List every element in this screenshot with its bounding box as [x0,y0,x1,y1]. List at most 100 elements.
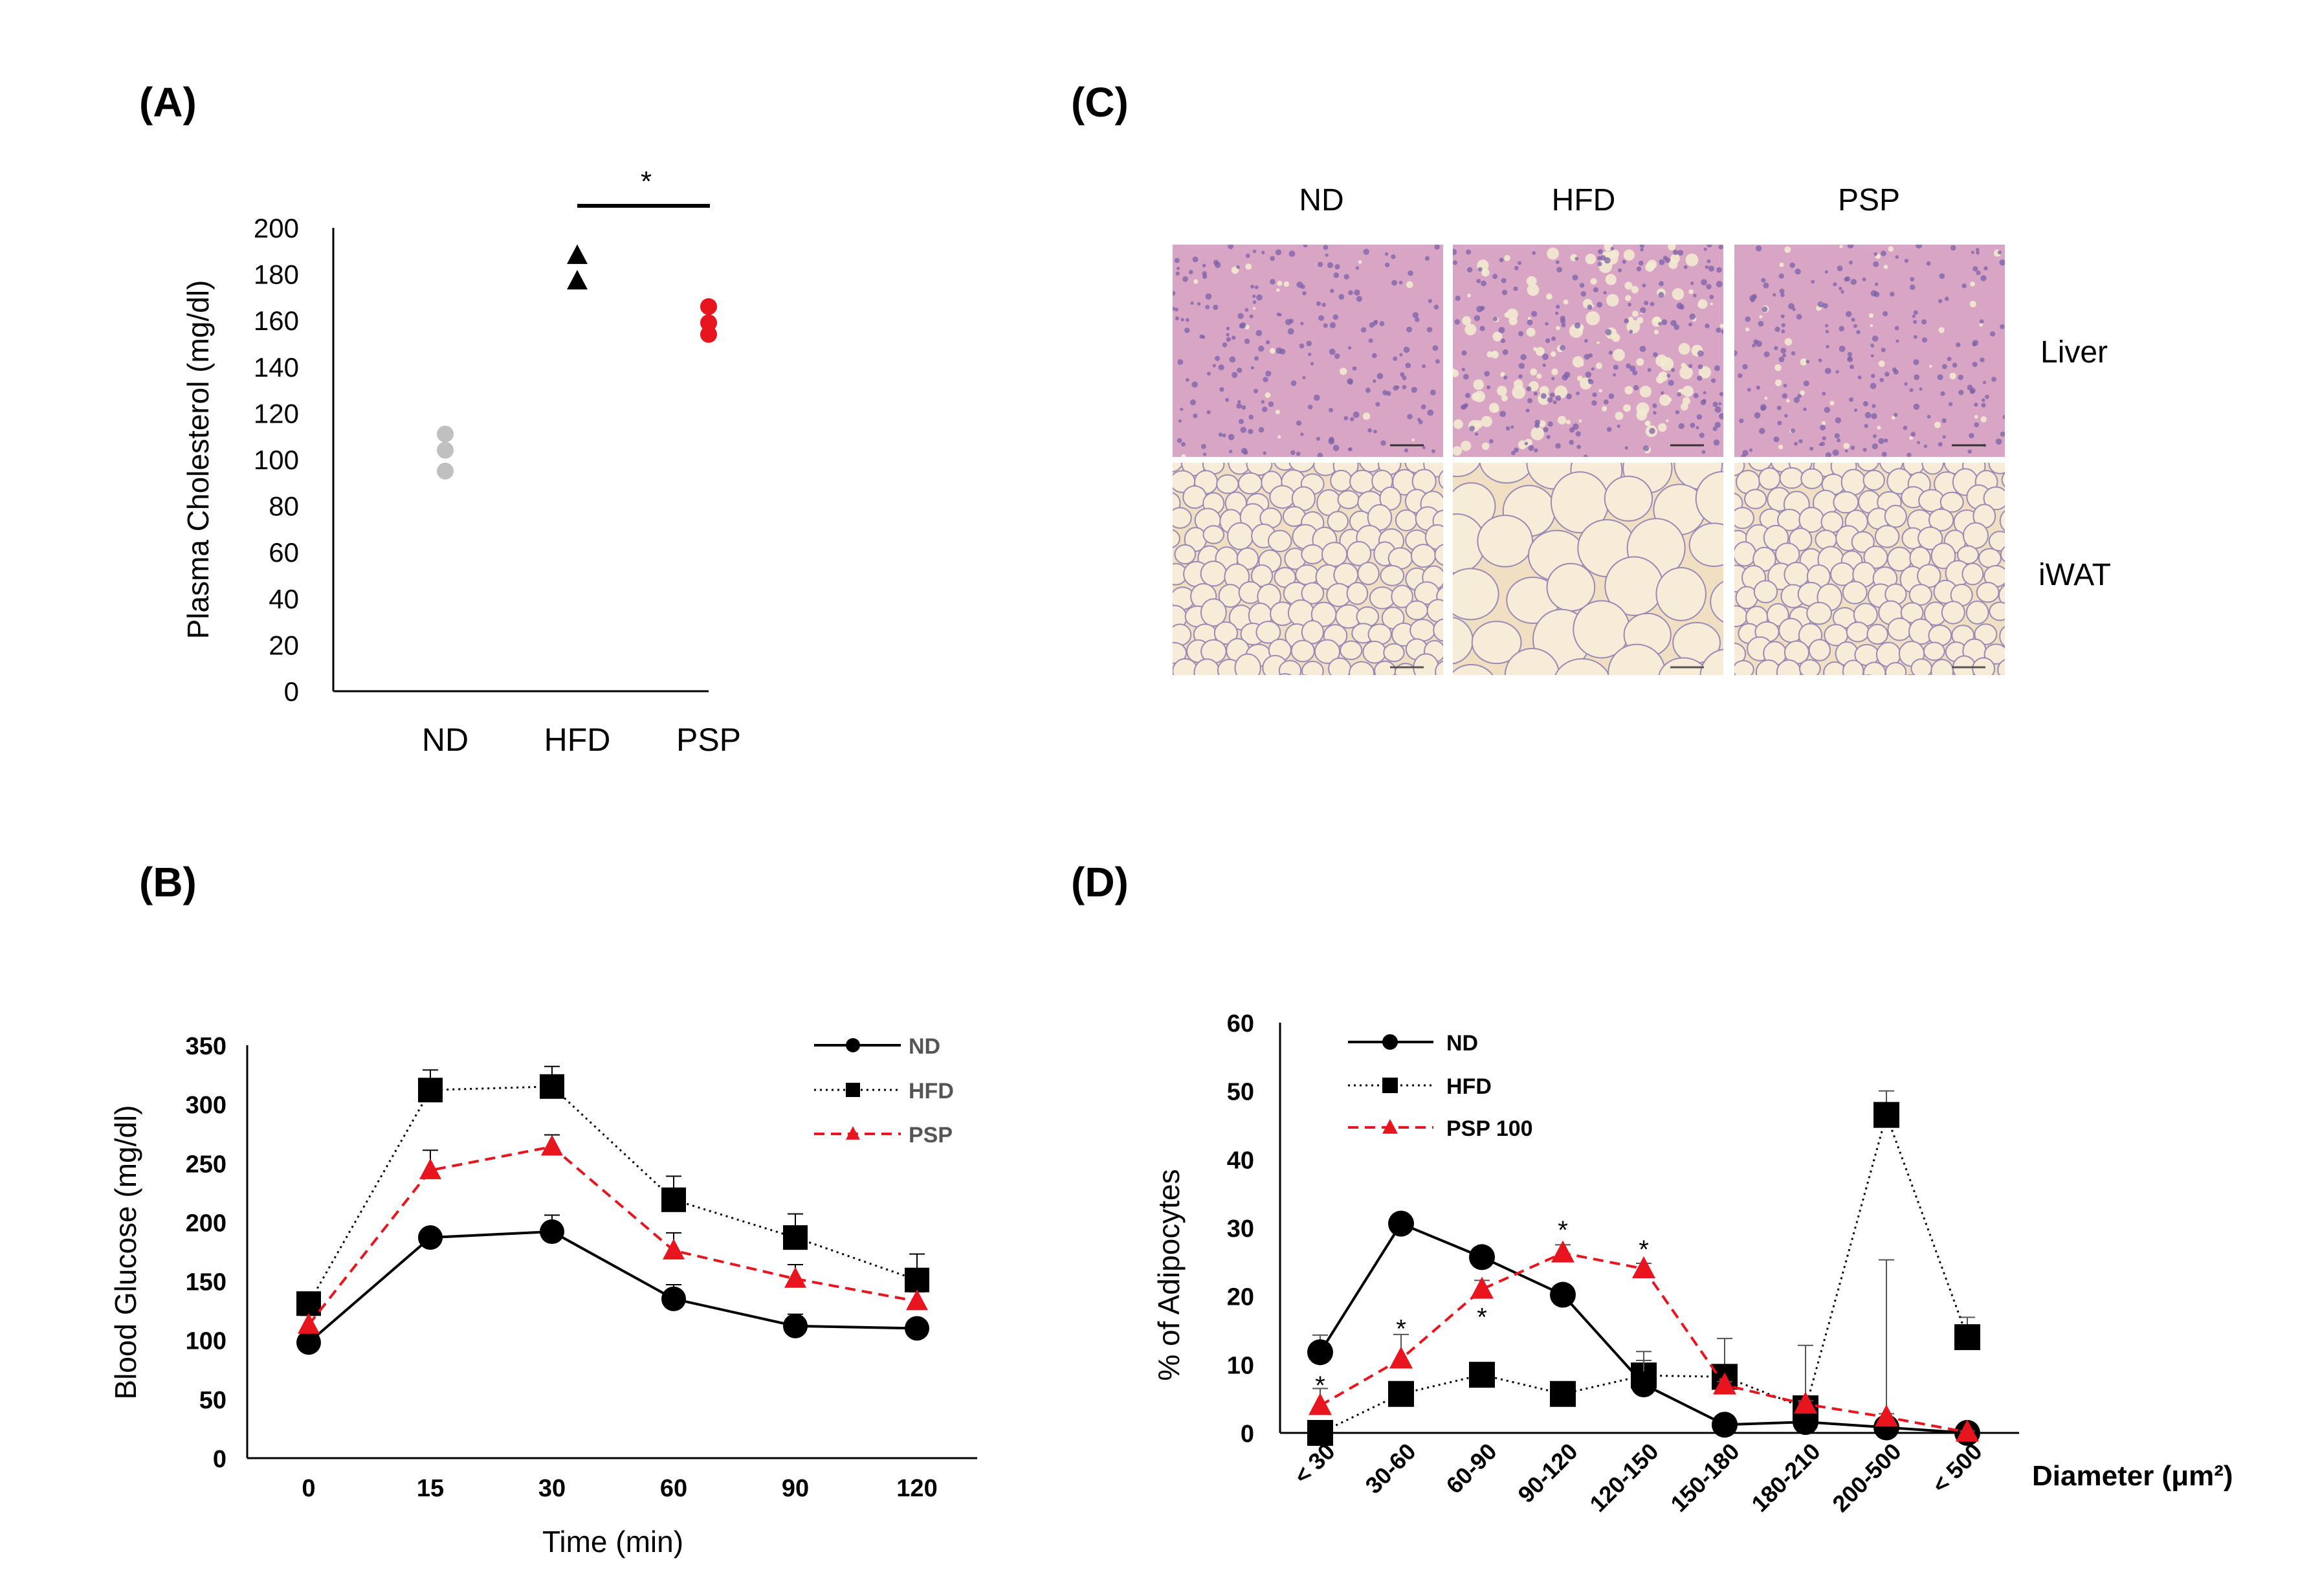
adipocyte-cell [1874,525,1900,548]
data-point-hfd [296,1291,321,1316]
legend-label: HFD [909,1079,954,1103]
cell-nucleus [1334,264,1340,270]
adipocyte-cell [1434,544,1443,566]
cell-nucleus [1199,334,1204,339]
x-tick-label: 200-500 [1827,1438,1906,1517]
cell-nucleus [1248,414,1254,420]
adipocyte-cell [1290,639,1315,663]
cell-nucleus [1232,335,1236,340]
cell-nucleus [1803,380,1809,386]
adipocyte-cell [1453,664,1494,675]
cell-nucleus [1663,256,1668,260]
y-tick-label: 120 [254,398,299,428]
cell-nucleus [1583,454,1588,457]
lipid-droplet [1764,396,1768,400]
cell-nucleus [1753,339,1758,344]
row-label-liver: Liver [2040,335,2108,370]
adipocyte-cell [1173,507,1192,529]
cell-nucleus [1520,354,1527,360]
cell-nucleus [1779,288,1785,294]
cell-nucleus [1545,338,1551,344]
cell-nucleus [1703,391,1707,395]
cell-nucleus [2000,431,2005,437]
x-tick-label: 90-120 [1512,1438,1582,1508]
cell-nucleus [1532,250,1536,255]
cell-nucleus [1244,338,1250,344]
cell-nucleus [1261,406,1268,412]
adipocyte-cell [1921,678,1945,701]
adipocyte-cell [2009,680,2033,704]
adipocyte-cell [2007,598,2033,623]
cell-nucleus [1884,371,1890,377]
data-point-psp [906,1289,928,1311]
cell-nucleus [1575,431,1581,437]
cell-nucleus [1245,253,1250,258]
lipid-droplet [1411,438,1415,442]
adipocyte-cell [1504,648,1560,675]
data-point-psp [541,1135,563,1156]
cell-nucleus [1872,335,1879,342]
cell-nucleus [1980,357,1985,362]
cell-nucleus [1864,423,1868,428]
cell-nucleus [1780,348,1787,354]
cell-nucleus [1330,289,1334,293]
data-point-hfd [567,244,588,264]
cell-nucleus [1941,418,1947,423]
cell-nucleus [1588,353,1593,358]
adipocyte-cell [1842,581,1868,604]
lipid-droplet [1252,307,1256,310]
cell-nucleus [1666,373,1671,378]
lipid-droplet [1784,246,1791,253]
cell-nucleus [1329,408,1334,413]
cell-nucleus [1376,373,1384,379]
cell-nucleus [1476,278,1481,283]
lipid-droplet [1536,373,1542,379]
cell-nucleus [1547,421,1553,427]
cell-nucleus [1323,323,1328,328]
cell-nucleus [1755,245,1762,252]
cell-nucleus [1317,452,1323,457]
cell-nucleus [1343,274,1349,280]
cell-nucleus [1837,438,1841,443]
lipid-droplet [1527,316,1531,320]
lipid-droplet [1507,308,1518,320]
adipocyte-cell [1269,485,1296,509]
cell-nucleus [1952,362,1958,368]
cell-nucleus [1576,445,1581,449]
adipocyte-cell [1798,659,1821,675]
adipocyte-cell [1278,659,1302,675]
data-point-psp [700,314,717,331]
cell-nucleus [1177,438,1182,443]
cell-nucleus [1834,433,1840,439]
lipid-droplet [1670,254,1680,263]
y-tick-label: 350 [186,1033,226,1060]
lipid-droplet [1974,415,1978,419]
cell-nucleus [1502,349,1508,355]
cell-nucleus [1432,345,1439,351]
cell-nucleus [1318,315,1325,321]
cell-nucleus [1402,384,1407,390]
x-tick-label: 15 [417,1475,444,1502]
cell-nucleus [1244,307,1249,312]
y-tick-label: 40 [269,584,299,614]
cell-nucleus [1629,329,1633,334]
adipocyte-cell [1851,531,1875,553]
lipid-droplet [1719,324,1723,328]
adipocyte-cell [1806,601,1832,625]
lipid-droplet [1557,416,1567,425]
cell-nucleus [1893,369,1899,375]
adipocyte-cell [1409,619,1436,642]
cell-nucleus [1652,403,1657,408]
cell-nucleus [1944,296,1949,302]
cell-nucleus [1683,265,1688,269]
cell-nucleus [1697,350,1704,357]
cell-nucleus [1415,317,1420,322]
cell-nucleus [1781,323,1785,327]
cell-nucleus [1793,397,1800,403]
cell-nucleus [1486,385,1491,390]
cell-nucleus [1832,449,1839,456]
adipocyte-cell [1921,463,1944,475]
adipocyte-cell [1340,640,1363,660]
cell-nucleus [1528,445,1534,451]
cell-nucleus [1950,245,1956,251]
